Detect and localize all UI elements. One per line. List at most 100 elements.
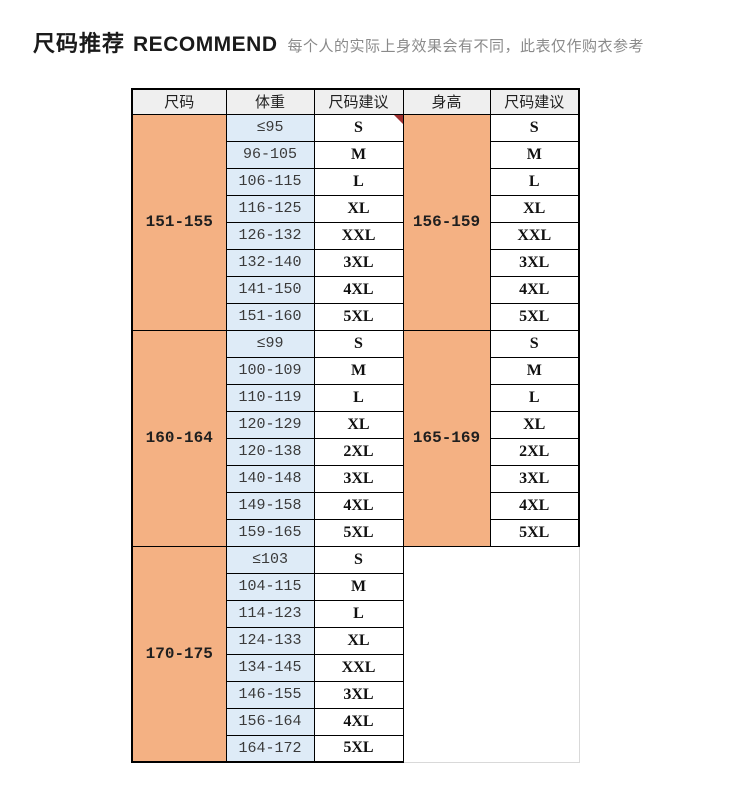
size-suggestion-cell: S <box>489 329 580 358</box>
size-suggestion-cell: 4XL <box>313 275 404 304</box>
table-row: 141-150 4XL 4XL <box>132 275 580 304</box>
size-suggestion-cell: S <box>313 329 404 358</box>
table-row: 120-129 XL XL <box>132 410 580 439</box>
table-row: 96-105 M M <box>132 140 580 169</box>
size-suggestion-cell: XL <box>313 626 404 655</box>
table-row: 156-164 4XL <box>132 707 579 736</box>
table-row: 146-155 3XL <box>132 680 579 709</box>
weight-range-cell: 116-125 <box>225 194 315 223</box>
weight-range-cell: 120-129 <box>225 410 315 439</box>
size-suggestion-cell: S <box>313 545 404 574</box>
title-english: RECOMMEND <box>133 33 278 56</box>
size-suggestion-cell: 4XL <box>489 275 580 304</box>
size-suggestion-cell: 5XL <box>313 302 404 331</box>
size-suggestion-cell: 3XL <box>313 464 404 493</box>
weight-range-cell: 134-145 <box>225 653 315 682</box>
table-row: 104-115 M <box>132 572 579 601</box>
table-row: 110-119 L L <box>132 383 580 412</box>
size-suggestion-cell: L <box>313 599 404 628</box>
size-suggestion-cell: 3XL <box>313 680 404 709</box>
weight-range-cell: ≤103 <box>225 545 315 574</box>
size-suggestion-cell: M <box>489 140 580 169</box>
table-row: 114-123 L <box>132 599 579 628</box>
height-range-cell: 156-159 <box>402 113 491 331</box>
table-row: 106-115 L L <box>132 167 580 196</box>
header-row: 尺码 体重 尺码建议 身高 尺码建议 <box>131 88 580 115</box>
table-row: 170-175 ≤103 S <box>131 545 580 763</box>
table-row: 134-145 XXL <box>132 653 579 682</box>
table-row: 116-125 XL XL <box>132 194 580 223</box>
size-suggestion-cell: 4XL <box>489 491 580 520</box>
column-header-size-suggestion: 尺码建议 <box>313 88 404 115</box>
weight-range-cell: 120-138 <box>225 437 315 466</box>
height-range-cell: 151-155 <box>131 113 227 331</box>
size-suggestion-cell: M <box>313 356 404 385</box>
size-suggestion-cell: 4XL <box>313 491 404 520</box>
size-suggestion-cell: L <box>313 383 404 412</box>
table-row: 164-172 5XL <box>132 734 579 763</box>
table-row: 151-160 5XL 5XL <box>132 302 580 331</box>
size-suggestion-cell: M <box>489 356 580 385</box>
size-suggestion-cell: M <box>313 572 404 601</box>
size-suggestion-cell: XXL <box>489 221 580 250</box>
size-suggestion-cell: 5XL <box>489 518 580 547</box>
table-row: 132-140 3XL 3XL <box>132 248 580 277</box>
size-suggestion-cell: L <box>313 167 404 196</box>
empty-region <box>402 545 580 763</box>
weight-range-cell: 164-172 <box>225 734 315 763</box>
weight-range-cell: 96-105 <box>225 140 315 169</box>
weight-range-cell: 114-123 <box>225 599 315 628</box>
weight-range-cell: 149-158 <box>225 491 315 520</box>
title-chinese: 尺码推荐 <box>33 31 126 56</box>
height-range-cell: 165-169 <box>402 329 491 547</box>
table-row: 151-155 ≤95 S 156-159 S <box>131 113 580 331</box>
size-suggestion-cell: S <box>489 113 580 142</box>
size-suggestion-cell: XXL <box>313 221 404 250</box>
weight-range-cell: 141-150 <box>225 275 315 304</box>
table-row: 159-165 5XL 5XL <box>132 518 580 547</box>
size-suggestion-cell: 4XL <box>313 707 404 736</box>
column-header-size-suggestion-2: 尺码建议 <box>489 88 580 115</box>
size-recommendation-table-wrap: 尺码 体重 尺码建议 身高 尺码建议 151-155 ≤95 S 156-159 S 96… <box>131 88 580 763</box>
size-suggestion-cell: XL <box>489 194 580 223</box>
weight-range-cell: 100-109 <box>225 356 315 385</box>
weight-range-cell: ≤95 <box>225 113 315 142</box>
size-suggestion-cell: 2XL <box>313 437 404 466</box>
weight-range-cell: 132-140 <box>225 248 315 277</box>
weight-range-cell: 106-115 <box>225 167 315 196</box>
size-suggestion-cell: 5XL <box>313 518 404 547</box>
size-suggestion-cell: XL <box>489 410 580 439</box>
size-recommendation-table: 尺码 体重 尺码建议 身高 尺码建议 151-155 ≤95 S 156-159 S 96… <box>131 88 580 763</box>
weight-range-cell: 159-165 <box>225 518 315 547</box>
size-suggestion-cell: XXL <box>313 653 404 682</box>
size-suggestion-cell: XL <box>313 410 404 439</box>
size-suggestion-cell: XL <box>313 194 404 223</box>
size-suggestion-cell: 5XL <box>489 302 580 331</box>
size-suggestion-cell: L <box>489 167 580 196</box>
weight-range-cell: 146-155 <box>225 680 315 709</box>
table-row: 120-138 2XL 2XL <box>132 437 580 466</box>
column-header-weight: 体重 <box>225 88 315 115</box>
weight-range-cell: 126-132 <box>225 221 315 250</box>
weight-range-cell: 104-115 <box>225 572 315 601</box>
column-header-height: 身高 <box>402 88 491 115</box>
table-row: 124-133 XL <box>132 626 579 655</box>
title-subtitle: 每个人的实际上身效果会有不同，此表仅作购衣参考 <box>287 38 645 55</box>
size-suggestion-cell: 3XL <box>313 248 404 277</box>
size-suggestion-cell: 2XL <box>489 437 580 466</box>
table-row: 149-158 4XL 4XL <box>132 491 580 520</box>
size-suggestion-cell: M <box>313 140 404 169</box>
height-range-cell: 170-175 <box>131 545 227 763</box>
table-row: 100-109 M M <box>132 356 580 385</box>
size-suggestion-cell: 3XL <box>489 464 580 493</box>
size-suggestion-cell: 5XL <box>313 734 404 763</box>
column-header-size: 尺码 <box>131 88 227 115</box>
weight-range-cell: 110-119 <box>225 383 315 412</box>
weight-range-cell: ≤99 <box>225 329 315 358</box>
weight-range-cell: 124-133 <box>225 626 315 655</box>
page-title: 尺码推荐 RECOMMEND 每个人的实际上身效果会有不同，此表仅作购衣参考 <box>33 26 733 58</box>
table-row: 160-164 ≤99 S 165-169 S <box>131 329 580 547</box>
weight-range-cell: 140-148 <box>225 464 315 493</box>
size-suggestion-cell: L <box>489 383 580 412</box>
size-suggestion-cell: S <box>313 113 404 142</box>
